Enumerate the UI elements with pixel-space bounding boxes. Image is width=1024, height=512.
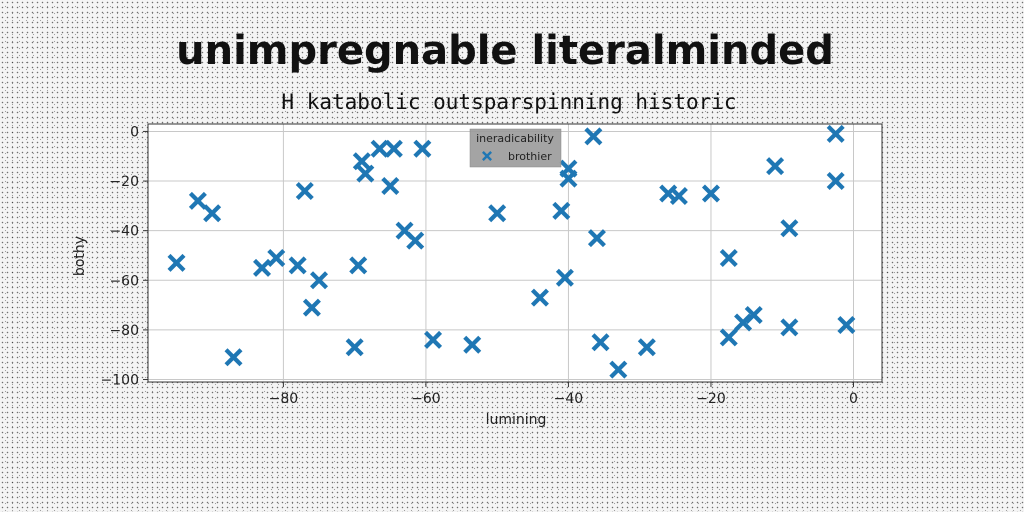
data-point [310, 271, 329, 290]
data-point [744, 306, 763, 325]
data-point [167, 253, 186, 272]
y-tick-label: −80 [109, 323, 139, 339]
data-point [384, 139, 403, 158]
data-point [488, 204, 507, 223]
data-point [584, 127, 603, 146]
data-point [766, 157, 785, 176]
data-point [463, 335, 482, 354]
data-point [224, 348, 243, 367]
data-point [302, 298, 321, 317]
y-axis-ticks: 0 −20 −40 −60 −80 −100 [101, 124, 148, 389]
data-point [267, 248, 286, 267]
data-point [669, 186, 688, 205]
data-point [356, 164, 375, 183]
data-point [555, 268, 574, 287]
data-point [552, 201, 571, 220]
data-points [167, 124, 856, 379]
data-point [826, 172, 845, 191]
y-tick-label: −40 [109, 224, 139, 240]
data-point [203, 204, 222, 223]
x-tick-label: −60 [411, 391, 441, 407]
y-tick-label: −60 [109, 273, 139, 289]
y-axis-label: bothy [72, 236, 88, 276]
data-point [345, 338, 364, 357]
x-axis-ticks: −80 −60 −40 −20 0 [269, 382, 858, 407]
data-point [591, 333, 610, 352]
data-point [295, 181, 314, 200]
data-point [288, 256, 307, 275]
x-tick-label: −40 [554, 391, 584, 407]
data-point [413, 139, 432, 158]
chart-subtitle: H katabolic outsparspinning historic [281, 90, 736, 114]
x-tick-label: −20 [696, 391, 726, 407]
data-point [424, 330, 443, 349]
legend-box [469, 128, 562, 168]
data-point [701, 184, 720, 203]
plot-frame [147, 123, 883, 383]
data-point [349, 256, 368, 275]
legend: ineradicability brothier [469, 128, 562, 168]
y-tick-label: 0 [130, 124, 139, 140]
legend-title: ineradicability [476, 132, 554, 145]
legend-marker-icon [482, 151, 492, 161]
data-point [587, 229, 606, 248]
data-point [780, 219, 799, 238]
chart-title: unimpregnable literalminded [176, 28, 834, 74]
y-tick-label: −20 [109, 174, 139, 190]
x-tick-label: −80 [269, 391, 299, 407]
data-point [381, 177, 400, 196]
data-point [253, 258, 272, 277]
data-point [719, 328, 738, 347]
legend-marker [482, 151, 492, 161]
y-tick-label: −100 [101, 373, 139, 389]
data-point [370, 139, 389, 158]
legend-entry-label: brothier [508, 150, 552, 163]
data-point [559, 169, 578, 188]
data-point [637, 338, 656, 357]
data-point [837, 315, 856, 334]
data-point [609, 360, 628, 379]
data-point [352, 152, 371, 171]
data-point [530, 288, 549, 307]
data-point [188, 191, 207, 210]
x-tick-label: 0 [849, 391, 858, 407]
data-point [780, 318, 799, 337]
data-point [406, 231, 425, 250]
data-point [719, 248, 738, 267]
data-point [734, 313, 753, 332]
data-point [826, 124, 845, 143]
x-axis-label: lumining [486, 412, 547, 428]
